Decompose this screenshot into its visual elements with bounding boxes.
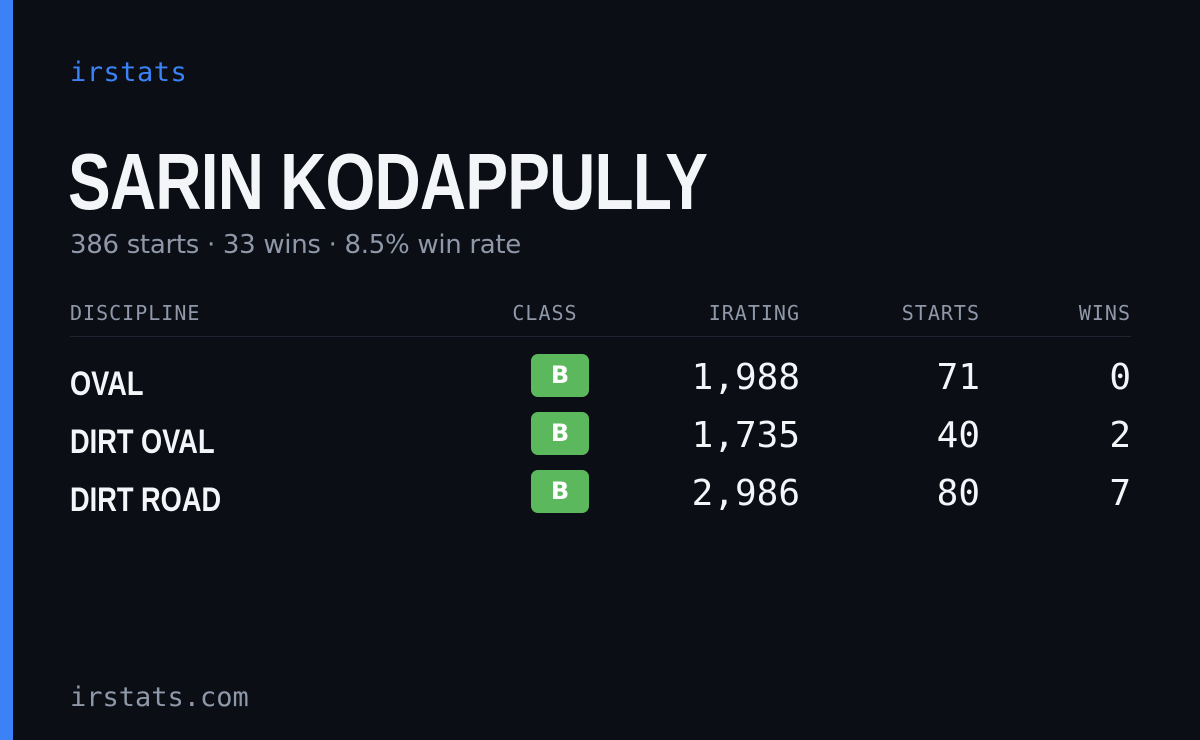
table-header: DISCIPLINE CLASS IRATING STARTS WINS: [70, 300, 1131, 337]
discipline-table: OVAL B 1,988 71 0 DIRT OVAL B 1,735 40 2…: [70, 350, 1131, 524]
header-wins: WINS: [1078, 301, 1131, 325]
license-class-badge: B: [531, 412, 589, 455]
discipline-label: DIRT ROAD: [70, 481, 222, 519]
wins-value: 2: [1109, 415, 1131, 456]
starts-value: 80: [936, 473, 980, 514]
header-class: CLASS: [512, 301, 578, 325]
starts-value: 71: [936, 357, 980, 398]
brand-logo-text: irstats: [70, 57, 188, 88]
wins-value: 0: [1109, 357, 1131, 398]
irating-value: 1,735: [691, 415, 800, 456]
irating-value: 1,988: [691, 357, 800, 398]
footer-url: irstats.com: [70, 682, 249, 713]
header-discipline: DISCIPLINE: [70, 301, 201, 325]
irating-value: 2,986: [691, 473, 800, 514]
table-row: OVAL B 1,988 71 0: [70, 350, 1131, 408]
table-row: DIRT ROAD B 2,986 80 7: [70, 466, 1131, 524]
table-row: DIRT OVAL B 1,735 40 2: [70, 408, 1131, 466]
starts-value: 40: [936, 415, 980, 456]
license-class-badge: B: [531, 470, 589, 513]
wins-value: 7: [1109, 473, 1131, 514]
discipline-label: OVAL: [70, 365, 144, 403]
header-starts: STARTS: [901, 301, 980, 325]
driver-name: SARIN KODAPPULLY: [68, 137, 708, 226]
accent-bar: [0, 0, 13, 740]
discipline-label: DIRT OVAL: [70, 423, 215, 461]
license-class-badge: B: [531, 354, 589, 397]
driver-summary: 386 starts · 33 wins · 8.5% win rate: [70, 230, 522, 260]
header-irating: IRATING: [708, 301, 800, 325]
